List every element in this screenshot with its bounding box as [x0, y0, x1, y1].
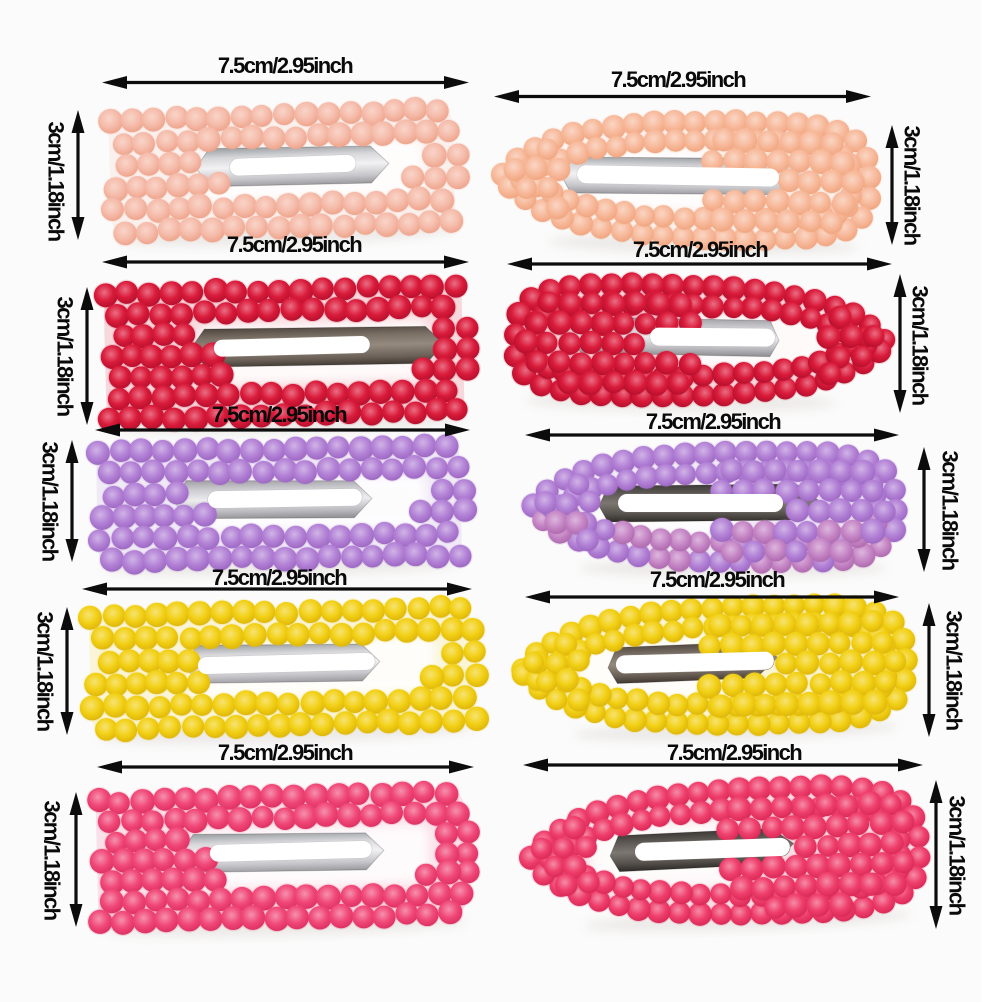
- svg-text:7.5cm/2.95inch: 7.5cm/2.95inch: [646, 409, 781, 434]
- svg-text:7.5cm/2.95inch: 7.5cm/2.95inch: [212, 402, 347, 427]
- svg-text:3cm/1.18inch: 3cm/1.18inch: [944, 796, 969, 916]
- svg-text:3cm/1.18inch: 3cm/1.18inch: [52, 297, 77, 417]
- svg-text:3cm/1.18inch: 3cm/1.18inch: [43, 122, 68, 242]
- svg-text:7.5cm/2.95inch: 7.5cm/2.95inch: [667, 740, 802, 765]
- svg-text:7.5cm/2.95inch: 7.5cm/2.95inch: [633, 237, 768, 262]
- svg-text:3cm/1.18inch: 3cm/1.18inch: [39, 801, 64, 921]
- svg-text:7.5cm/2.95inch: 7.5cm/2.95inch: [611, 67, 746, 92]
- svg-text:3cm/1.18inch: 3cm/1.18inch: [37, 442, 62, 562]
- svg-text:3cm/1.18inch: 3cm/1.18inch: [941, 611, 966, 731]
- svg-text:7.5cm/2.95inch: 7.5cm/2.95inch: [218, 53, 353, 78]
- svg-text:7.5cm/2.95inch: 7.5cm/2.95inch: [650, 567, 785, 592]
- svg-text:3cm/1.18inch: 3cm/1.18inch: [899, 126, 924, 246]
- svg-text:3cm/1.18inch: 3cm/1.18inch: [907, 286, 932, 406]
- svg-text:3cm/1.18inch: 3cm/1.18inch: [32, 612, 57, 732]
- svg-text:7.5cm/2.95inch: 7.5cm/2.95inch: [227, 232, 362, 257]
- svg-text:3cm/1.18inch: 3cm/1.18inch: [937, 451, 962, 571]
- svg-text:7.5cm/2.95inch: 7.5cm/2.95inch: [212, 565, 347, 590]
- svg-text:7.5cm/2.95inch: 7.5cm/2.95inch: [218, 740, 353, 765]
